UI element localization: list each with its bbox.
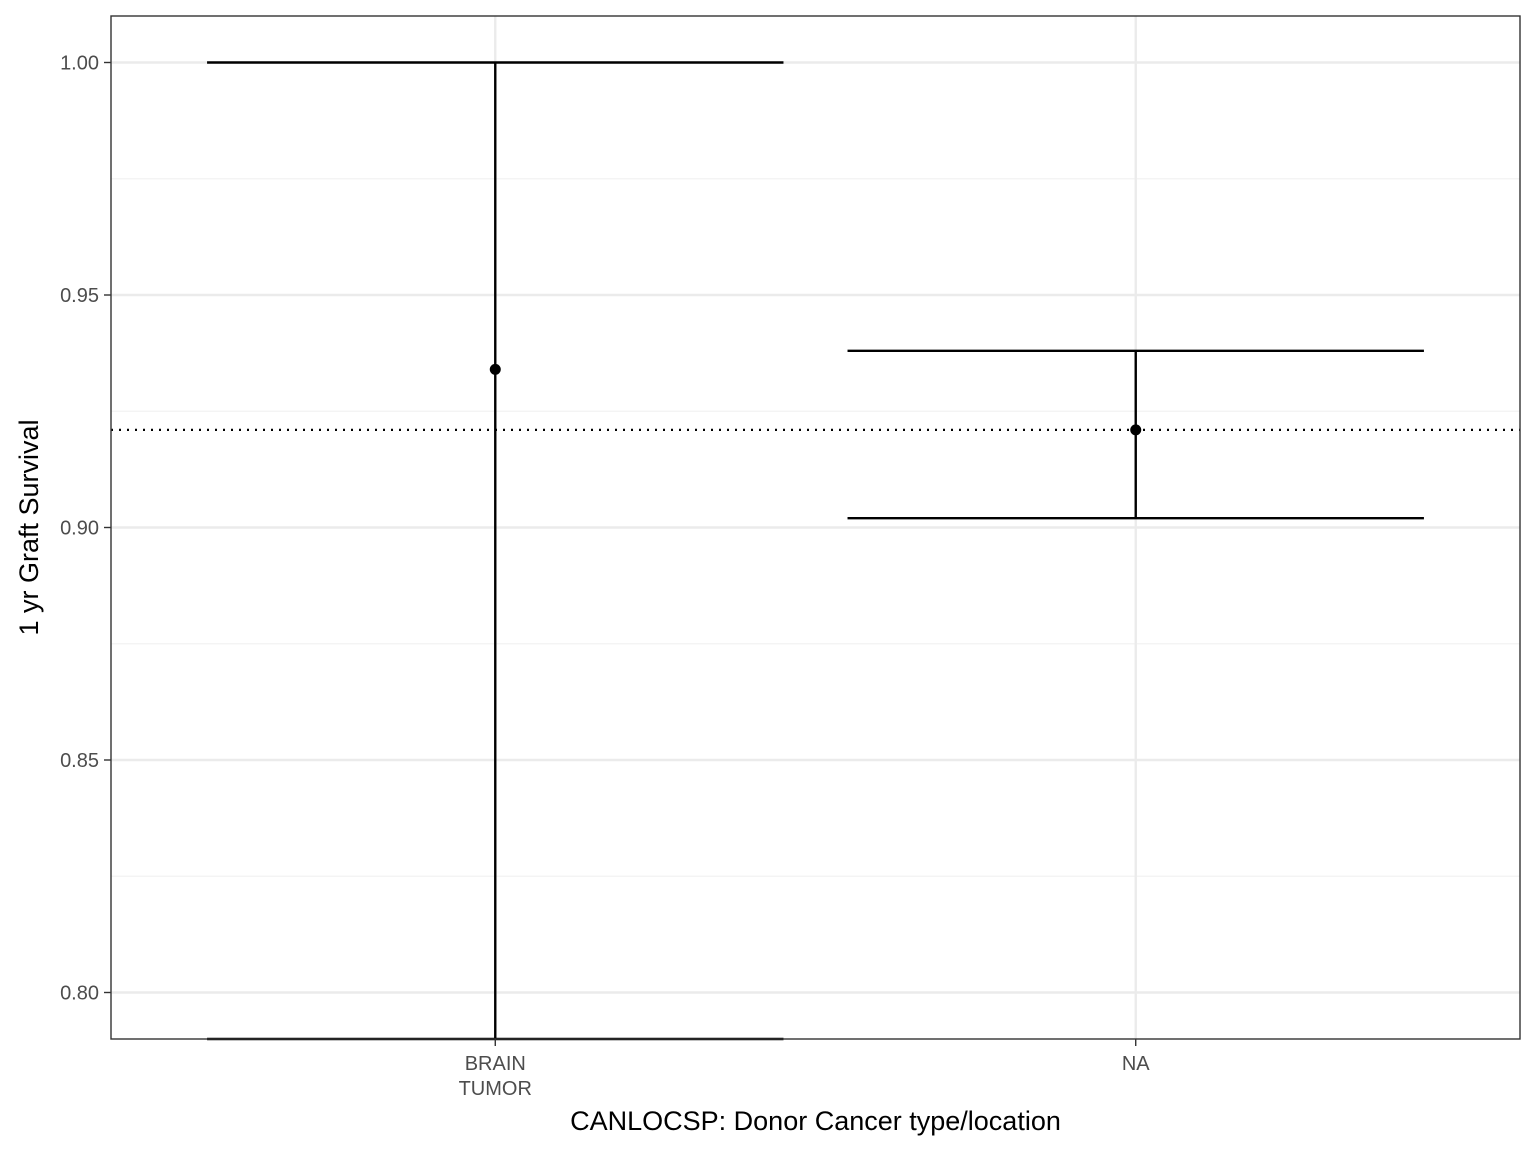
- x-tick-label: BRAIN: [465, 1053, 526, 1075]
- point-estimate: [1130, 424, 1142, 436]
- axes: 0.80 0.85 0.90 0.95 1.00 BRAIN TUMOR NA: [60, 53, 1150, 1101]
- y-axis-title: 1 yr Graft Survival: [14, 419, 44, 635]
- y-tick-label: 1.00: [60, 53, 99, 75]
- y-tick-label: 0.95: [60, 285, 99, 307]
- y-tick-label: 0.90: [60, 518, 99, 540]
- y-tick-label: 0.85: [60, 750, 99, 772]
- x-tick-label: TUMOR: [459, 1078, 532, 1100]
- error-bars: [207, 61, 1424, 1041]
- y-tick-label: 0.80: [60, 983, 99, 1005]
- grid-lines: [111, 16, 1520, 1039]
- x-tick-label: NA: [1122, 1053, 1150, 1075]
- x-axis-title: CANLOCSP: Donor Cancer type/location: [570, 1106, 1061, 1136]
- point-estimate: [489, 363, 501, 375]
